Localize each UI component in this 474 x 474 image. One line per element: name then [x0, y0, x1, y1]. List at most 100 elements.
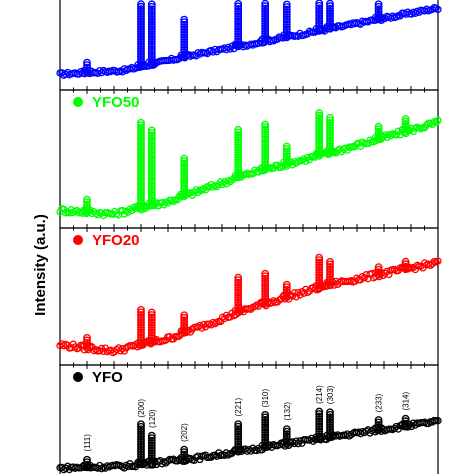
data-point	[282, 283, 291, 292]
peak	[258, 269, 272, 308]
data-point	[137, 330, 145, 339]
peak	[323, 0, 337, 33]
peak-label: (303)	[326, 385, 335, 404]
data-point	[234, 291, 243, 299]
data-point	[137, 156, 145, 165]
data-point	[162, 459, 170, 467]
data-point	[261, 428, 270, 437]
data-point	[234, 281, 243, 289]
data-point	[315, 114, 324, 123]
data-point	[147, 318, 156, 327]
data-point	[282, 15, 291, 24]
data-point	[374, 416, 383, 424]
peak	[134, 420, 148, 469]
data-point	[147, 143, 156, 152]
data-point	[286, 291, 294, 299]
data-point	[392, 13, 401, 21]
data-point	[298, 157, 306, 165]
data-point	[180, 448, 189, 456]
peak-label: (120)	[148, 409, 157, 428]
data-point	[261, 148, 270, 156]
data-point	[237, 40, 245, 49]
data-point	[137, 445, 145, 454]
data-point	[83, 66, 91, 75]
data-point	[315, 11, 324, 20]
data-point	[158, 460, 166, 468]
peak	[258, 120, 272, 174]
series-points	[56, 253, 442, 357]
data-point	[282, 432, 291, 441]
data-point	[392, 131, 401, 139]
data-point	[326, 425, 334, 434]
data-point	[137, 153, 145, 162]
data-point	[234, 288, 243, 297]
data-point	[261, 430, 270, 439]
data-point	[234, 420, 243, 428]
data-point	[374, 5, 383, 14]
data-point	[261, 27, 270, 36]
data-point	[282, 23, 291, 31]
data-point	[137, 323, 145, 332]
data-point	[180, 311, 189, 320]
panel-top	[56, 0, 442, 91]
data-point	[234, 163, 243, 172]
data-point	[137, 118, 145, 127]
data-point	[292, 293, 300, 301]
data-point	[261, 130, 270, 139]
data-point	[326, 415, 334, 424]
data-point	[234, 273, 243, 282]
data-point	[147, 441, 156, 450]
data-point	[318, 433, 326, 441]
data-point	[147, 449, 156, 457]
data-point	[147, 128, 156, 137]
data-point	[261, 423, 270, 432]
data-point	[147, 168, 156, 177]
data-point	[180, 172, 189, 181]
data-point	[426, 261, 435, 270]
peak	[398, 115, 413, 136]
data-point	[326, 138, 334, 147]
data-point	[147, 30, 156, 39]
data-point	[137, 40, 145, 49]
data-point	[234, 160, 243, 169]
data-point	[234, 422, 243, 431]
data-point	[326, 17, 334, 26]
data-point	[137, 457, 145, 466]
data-point	[137, 25, 145, 34]
data-point	[315, 24, 324, 33]
data-point	[234, 278, 243, 287]
data-point	[137, 338, 145, 347]
data-point	[407, 10, 416, 18]
data-point	[282, 425, 291, 433]
data-point	[315, 136, 324, 145]
data-point	[147, 451, 156, 460]
data-point	[261, 413, 270, 422]
data-point	[261, 19, 270, 28]
data-point	[147, 22, 156, 31]
data-point	[251, 302, 259, 311]
data-point	[401, 262, 410, 271]
data-point	[137, 30, 145, 39]
data-point	[137, 430, 145, 439]
data-point	[137, 20, 145, 29]
data-point	[198, 324, 206, 332]
data-point	[318, 281, 326, 290]
data-point	[180, 45, 189, 54]
data-point	[137, 141, 145, 150]
data-point	[261, 155, 270, 164]
data-point	[180, 157, 189, 166]
data-point	[374, 125, 383, 134]
data-point	[261, 22, 270, 31]
data-point	[147, 183, 156, 192]
data-point	[234, 286, 243, 294]
data-point	[282, 13, 291, 21]
data-point	[261, 12, 270, 21]
data-point	[234, 27, 243, 36]
data-point	[137, 420, 145, 429]
peak	[231, 420, 245, 456]
data-point	[180, 40, 189, 49]
data-point	[315, 261, 324, 269]
data-point	[326, 126, 334, 135]
peak	[177, 445, 191, 464]
data-point	[183, 453, 191, 462]
